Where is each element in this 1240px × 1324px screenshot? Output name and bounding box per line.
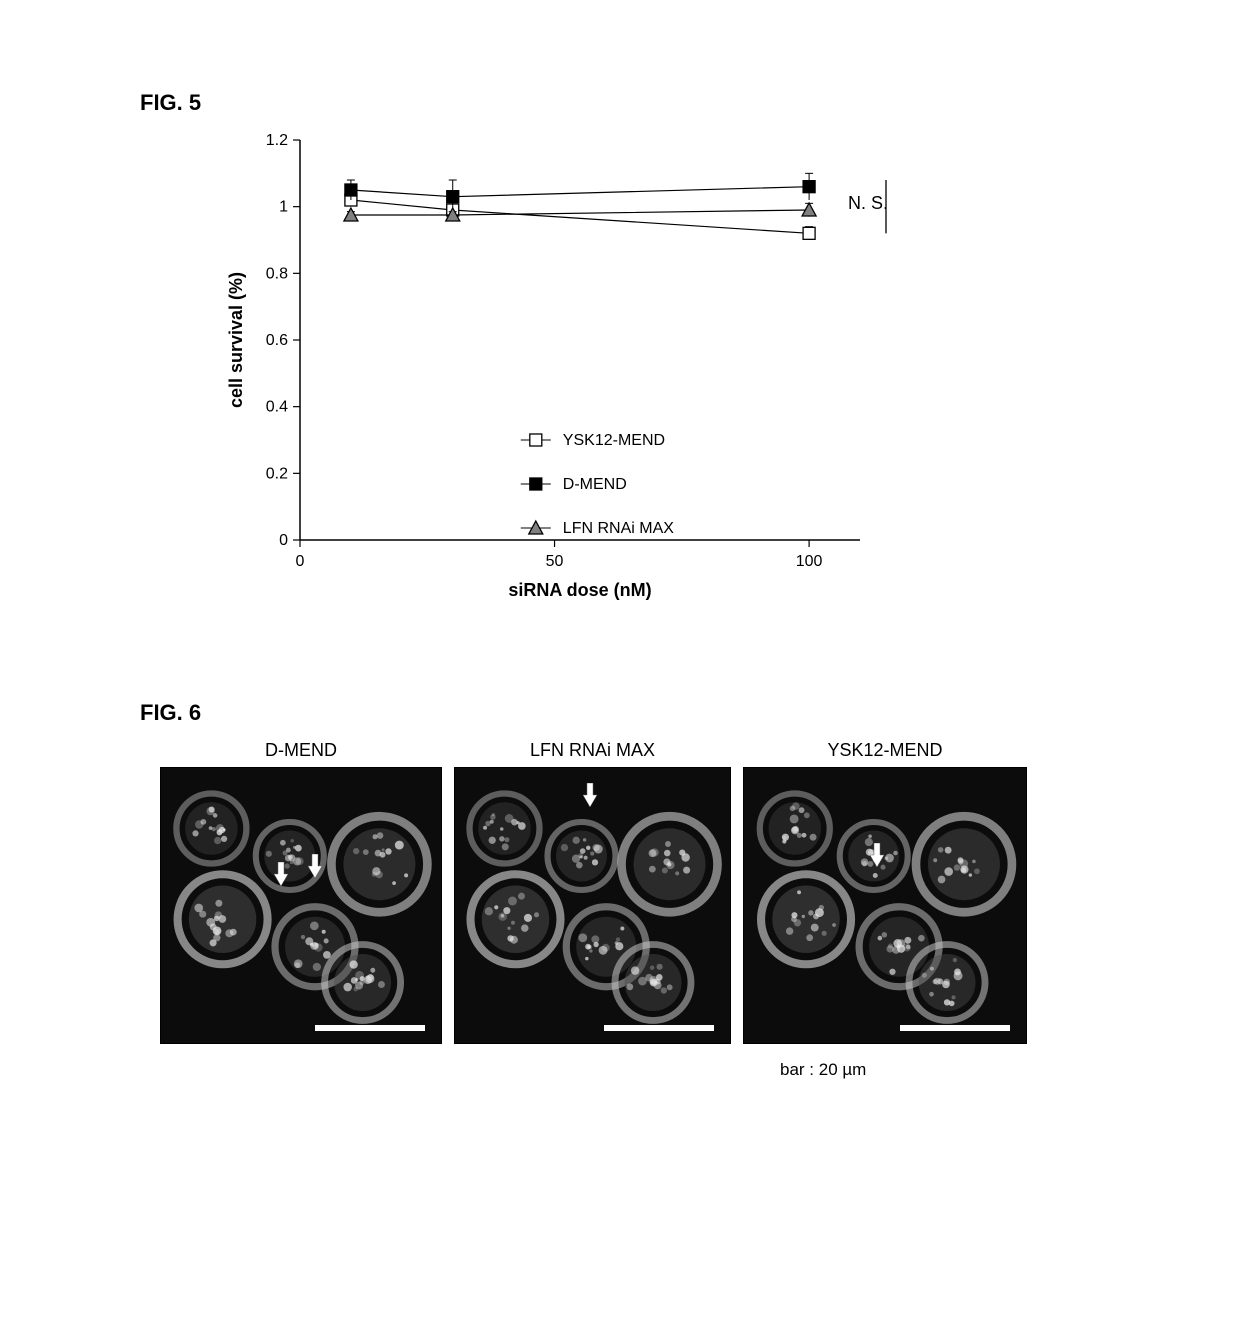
svg-text:1: 1: [279, 199, 288, 216]
svg-text:siRNA dose (nM): siRNA dose (nM): [508, 580, 651, 600]
fig5-chart: 0 0.2 0.4 0.6 0.8 1 1.2 0 50 100 cell survival (%)…: [200, 110, 920, 620]
micrograph-image: [160, 767, 442, 1044]
svg-text:YSK12-MEND: YSK12-MEND: [563, 432, 665, 449]
fig6-micrographs: D-MEND LFN RNAi MAX YSK12-MEND: [160, 740, 1027, 1044]
arrow-icon: [273, 862, 289, 886]
svg-text:50: 50: [546, 553, 564, 570]
micrograph-label: LFN RNAi MAX: [454, 740, 731, 761]
svg-text:100: 100: [796, 553, 823, 570]
fig6-scale-caption: bar : 20 µm: [780, 1060, 866, 1080]
svg-text:1.2: 1.2: [266, 132, 288, 149]
fig5-ns-annotation: N. S.: [848, 193, 888, 214]
micrograph-image: [454, 767, 731, 1044]
arrow-icon: [307, 854, 323, 878]
svg-text:0.2: 0.2: [266, 465, 288, 482]
arrow-icon: [869, 843, 885, 867]
scale-bar: [900, 1025, 1010, 1031]
scale-bar: [315, 1025, 425, 1031]
svg-text:cell survival (%): cell survival (%): [226, 272, 246, 408]
svg-text:LFN RNAi MAX: LFN RNAi MAX: [563, 520, 674, 537]
micrograph-panel: LFN RNAi MAX: [454, 740, 731, 1044]
micrograph-panel: YSK12-MEND: [743, 740, 1027, 1044]
svg-text:0.6: 0.6: [266, 332, 288, 349]
fig5-label: FIG. 5: [140, 90, 201, 116]
svg-text:0: 0: [296, 553, 305, 570]
micrograph-panel: D-MEND: [160, 740, 442, 1044]
arrow-icon: [582, 783, 598, 807]
micrograph-label: YSK12-MEND: [743, 740, 1027, 761]
micrograph-label: D-MEND: [160, 740, 442, 761]
scale-bar: [604, 1025, 714, 1031]
micrograph-image: [743, 767, 1027, 1044]
svg-text:0.4: 0.4: [266, 399, 288, 416]
svg-text:0: 0: [279, 532, 288, 549]
svg-text:D-MEND: D-MEND: [563, 476, 627, 493]
fig6-label: FIG. 6: [140, 700, 201, 726]
svg-text:0.8: 0.8: [266, 265, 288, 282]
